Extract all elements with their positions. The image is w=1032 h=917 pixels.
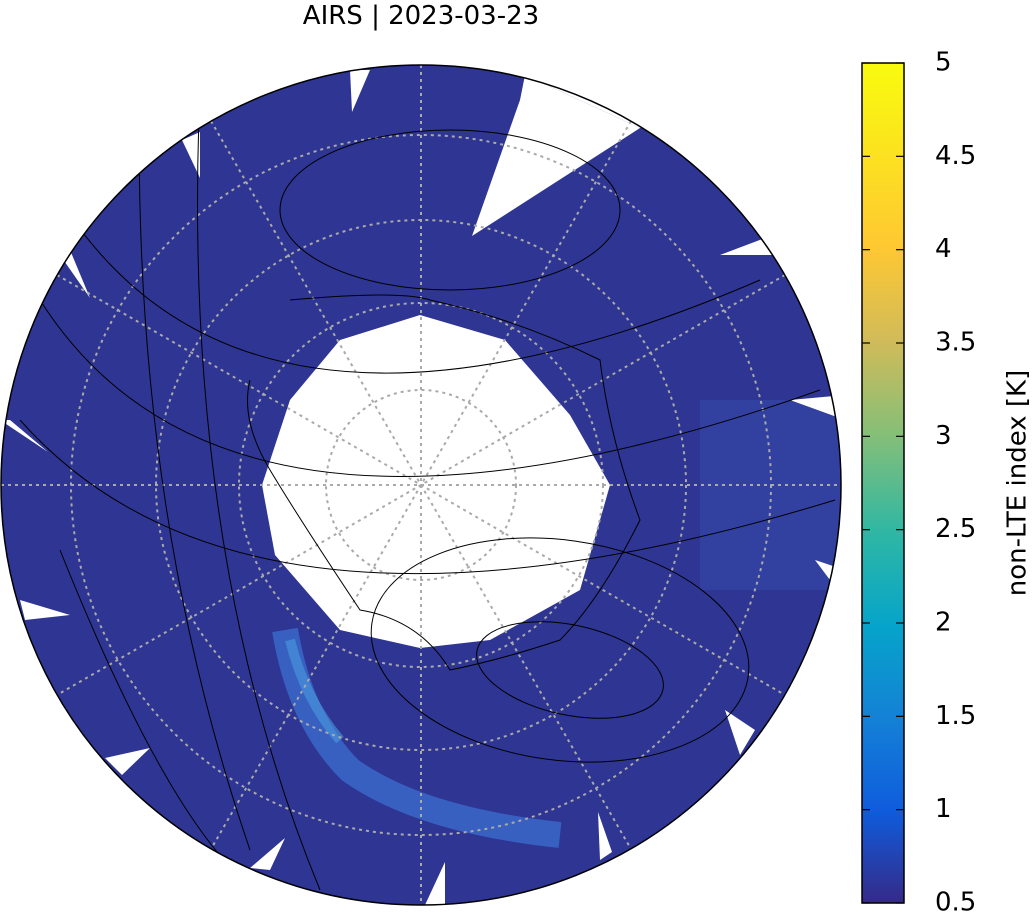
tick-label: 1.5: [935, 701, 976, 731]
colorbar: [862, 63, 904, 903]
tick-label: 5: [935, 48, 952, 78]
tick-label: 0.5: [935, 888, 976, 914]
colorbar-label: non-LTE index [K]: [1003, 370, 1032, 596]
tick-label: 4: [935, 234, 952, 264]
tick-label: 2.5: [935, 514, 976, 544]
tick-label: 3.5: [935, 328, 976, 358]
title: AIRS | 2023-03-23: [303, 1, 539, 31]
tick-label: 2: [935, 608, 952, 638]
map: [0, 0, 845, 913]
tick-label: 3: [935, 421, 952, 451]
tick-label: 1: [935, 794, 952, 824]
tick-label: 4.5: [935, 141, 976, 171]
